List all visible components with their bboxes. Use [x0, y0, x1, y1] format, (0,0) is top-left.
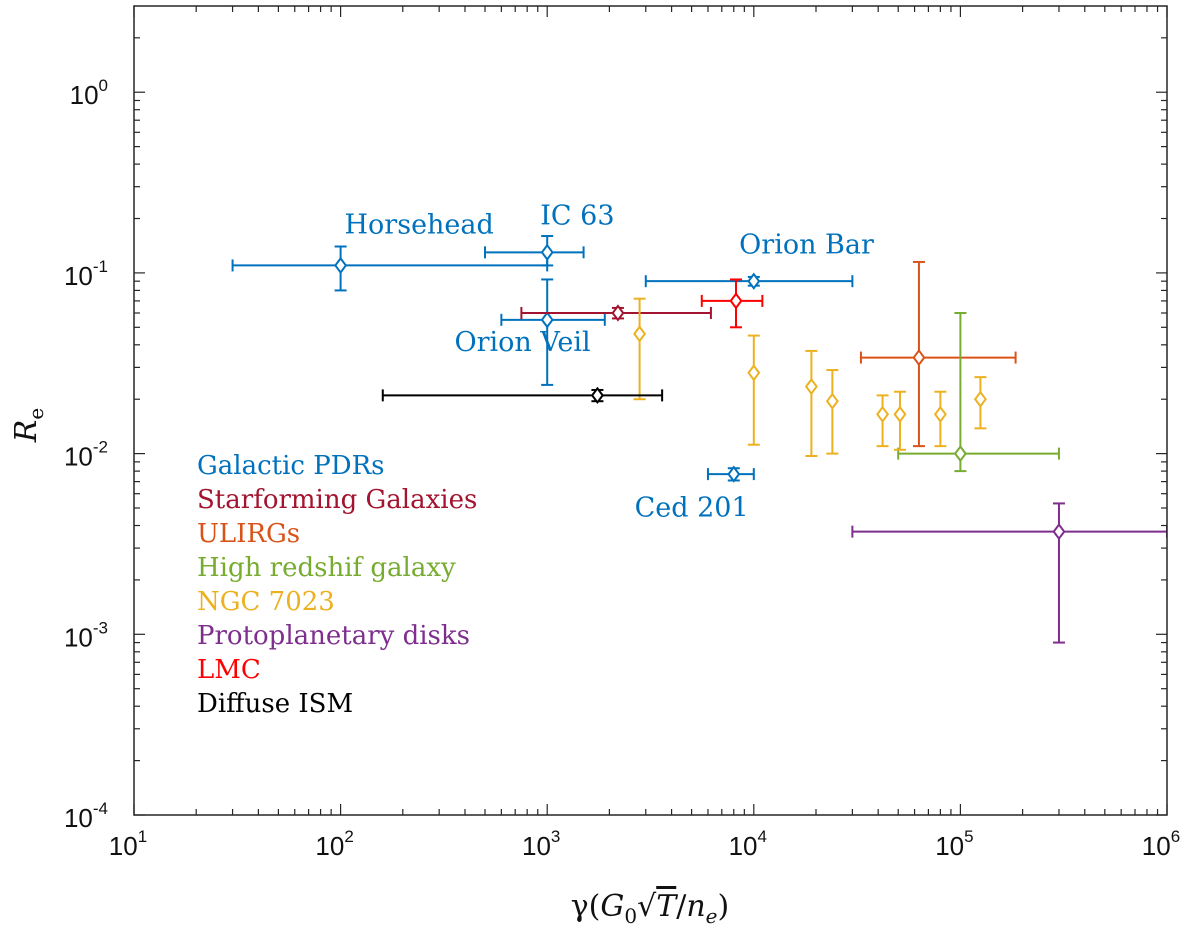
- x-axis-label: γ(G0√T/ne): [571, 889, 729, 928]
- y-tick-label: 100: [70, 76, 108, 110]
- data-point: [706, 465, 755, 483]
- data-point: [859, 260, 1017, 448]
- x-tick-label: 102: [315, 827, 353, 861]
- series-galactic: [231, 235, 854, 483]
- annotation-ced201: Ced 201: [635, 492, 749, 523]
- y-tick-label: 10-1: [64, 257, 108, 291]
- data-point: [633, 297, 647, 401]
- diamond-marker: [1052, 522, 1066, 541]
- x-tick-label: 105: [935, 827, 973, 861]
- ticks: 101 102 103 104 105 106 100 10-1 10-2 10-3 10-4: [64, 6, 1180, 861]
- axes-frame: [133, 5, 1168, 816]
- series-disks: [851, 502, 1167, 644]
- legend-entry-diffuse: Diffuse ISM: [197, 689, 353, 719]
- data-point: [700, 278, 764, 329]
- annotation-ic63: IC 63: [540, 201, 614, 232]
- annotation-orion-veil: Orion Veil: [454, 327, 590, 358]
- diamond-marker: [747, 272, 761, 290]
- data-point: [484, 235, 585, 267]
- series-ngc7023: [633, 297, 987, 457]
- diamond-marker: [590, 386, 604, 405]
- legend-entry-lmc: LMC: [197, 655, 261, 685]
- data-point: [644, 272, 854, 290]
- legend-entry-highz: High redshif galaxy: [197, 553, 456, 583]
- x-tick-label: 104: [729, 827, 767, 861]
- data-point: [500, 278, 606, 386]
- plot-area: [231, 235, 1167, 644]
- diamond-marker: [611, 304, 625, 322]
- legend-entry-galactic: Galactic PDRs: [197, 451, 385, 481]
- data-point: [893, 390, 907, 451]
- x-tick-label: 103: [522, 827, 560, 861]
- series-diffuse: [381, 386, 664, 405]
- data-point: [973, 376, 987, 430]
- data-point: [825, 369, 839, 455]
- series-lmc: [700, 278, 764, 329]
- y-tick-label: 10-4: [64, 799, 108, 833]
- diamond-marker: [633, 325, 647, 343]
- legend-entry-starforming: Starforming Galaxies: [197, 485, 477, 515]
- diamond-marker: [912, 348, 926, 367]
- diamond-marker: [334, 256, 348, 275]
- y-axis-label: Re: [9, 408, 48, 443]
- data-point: [933, 390, 947, 448]
- diamond-marker: [893, 405, 907, 423]
- diamond-marker: [804, 377, 818, 396]
- diamond-marker: [540, 243, 554, 261]
- data-point: [381, 386, 664, 405]
- series-starforming: [520, 304, 712, 322]
- data-point: [851, 502, 1167, 644]
- legend-entry-ngc7023: NGC 7023: [197, 587, 335, 617]
- data-point: [520, 304, 712, 322]
- diamond-marker: [953, 444, 967, 463]
- annotations: Horsehead IC 63 Orion Bar Orion Veil Ced 201: [345, 201, 875, 524]
- diamond-marker: [540, 311, 554, 329]
- legend-entry-ulirg: ULIRGs: [197, 519, 300, 549]
- series-ulirg: [859, 260, 1017, 448]
- diamond-marker: [729, 292, 743, 310]
- legend-entry-disks: Protoplanetary disks: [197, 621, 470, 651]
- y-tick-label: 10-3: [64, 618, 108, 652]
- data-point: [747, 334, 761, 446]
- data-point: [804, 349, 818, 457]
- diamond-marker: [933, 405, 947, 423]
- diamond-marker: [747, 364, 761, 382]
- diamond-marker: [973, 390, 987, 408]
- data-point: [876, 394, 890, 448]
- diamond-marker: [727, 465, 741, 483]
- data-point: [231, 245, 549, 292]
- legend: Galactic PDRs Starforming Galaxies ULIRGs H…: [197, 451, 477, 719]
- diamond-marker: [876, 405, 890, 423]
- diamond-marker: [825, 392, 839, 410]
- x-tick-label: 101: [109, 827, 147, 861]
- x-tick-label: 106: [1142, 827, 1180, 861]
- plot-frame: [133, 5, 1168, 816]
- annotation-orion-bar: Orion Bar: [739, 230, 874, 261]
- annotation-horsehead: Horsehead: [345, 210, 494, 241]
- y-tick-label: 10-2: [64, 438, 108, 472]
